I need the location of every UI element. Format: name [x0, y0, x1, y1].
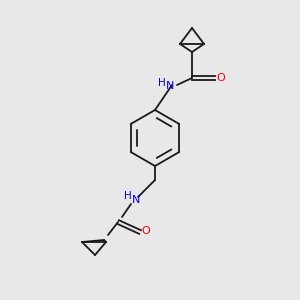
Text: N: N — [132, 195, 140, 205]
Text: H: H — [158, 78, 166, 88]
Text: O: O — [217, 73, 225, 83]
Text: N: N — [166, 81, 174, 91]
Text: H: H — [124, 191, 132, 201]
Text: O: O — [142, 226, 150, 236]
